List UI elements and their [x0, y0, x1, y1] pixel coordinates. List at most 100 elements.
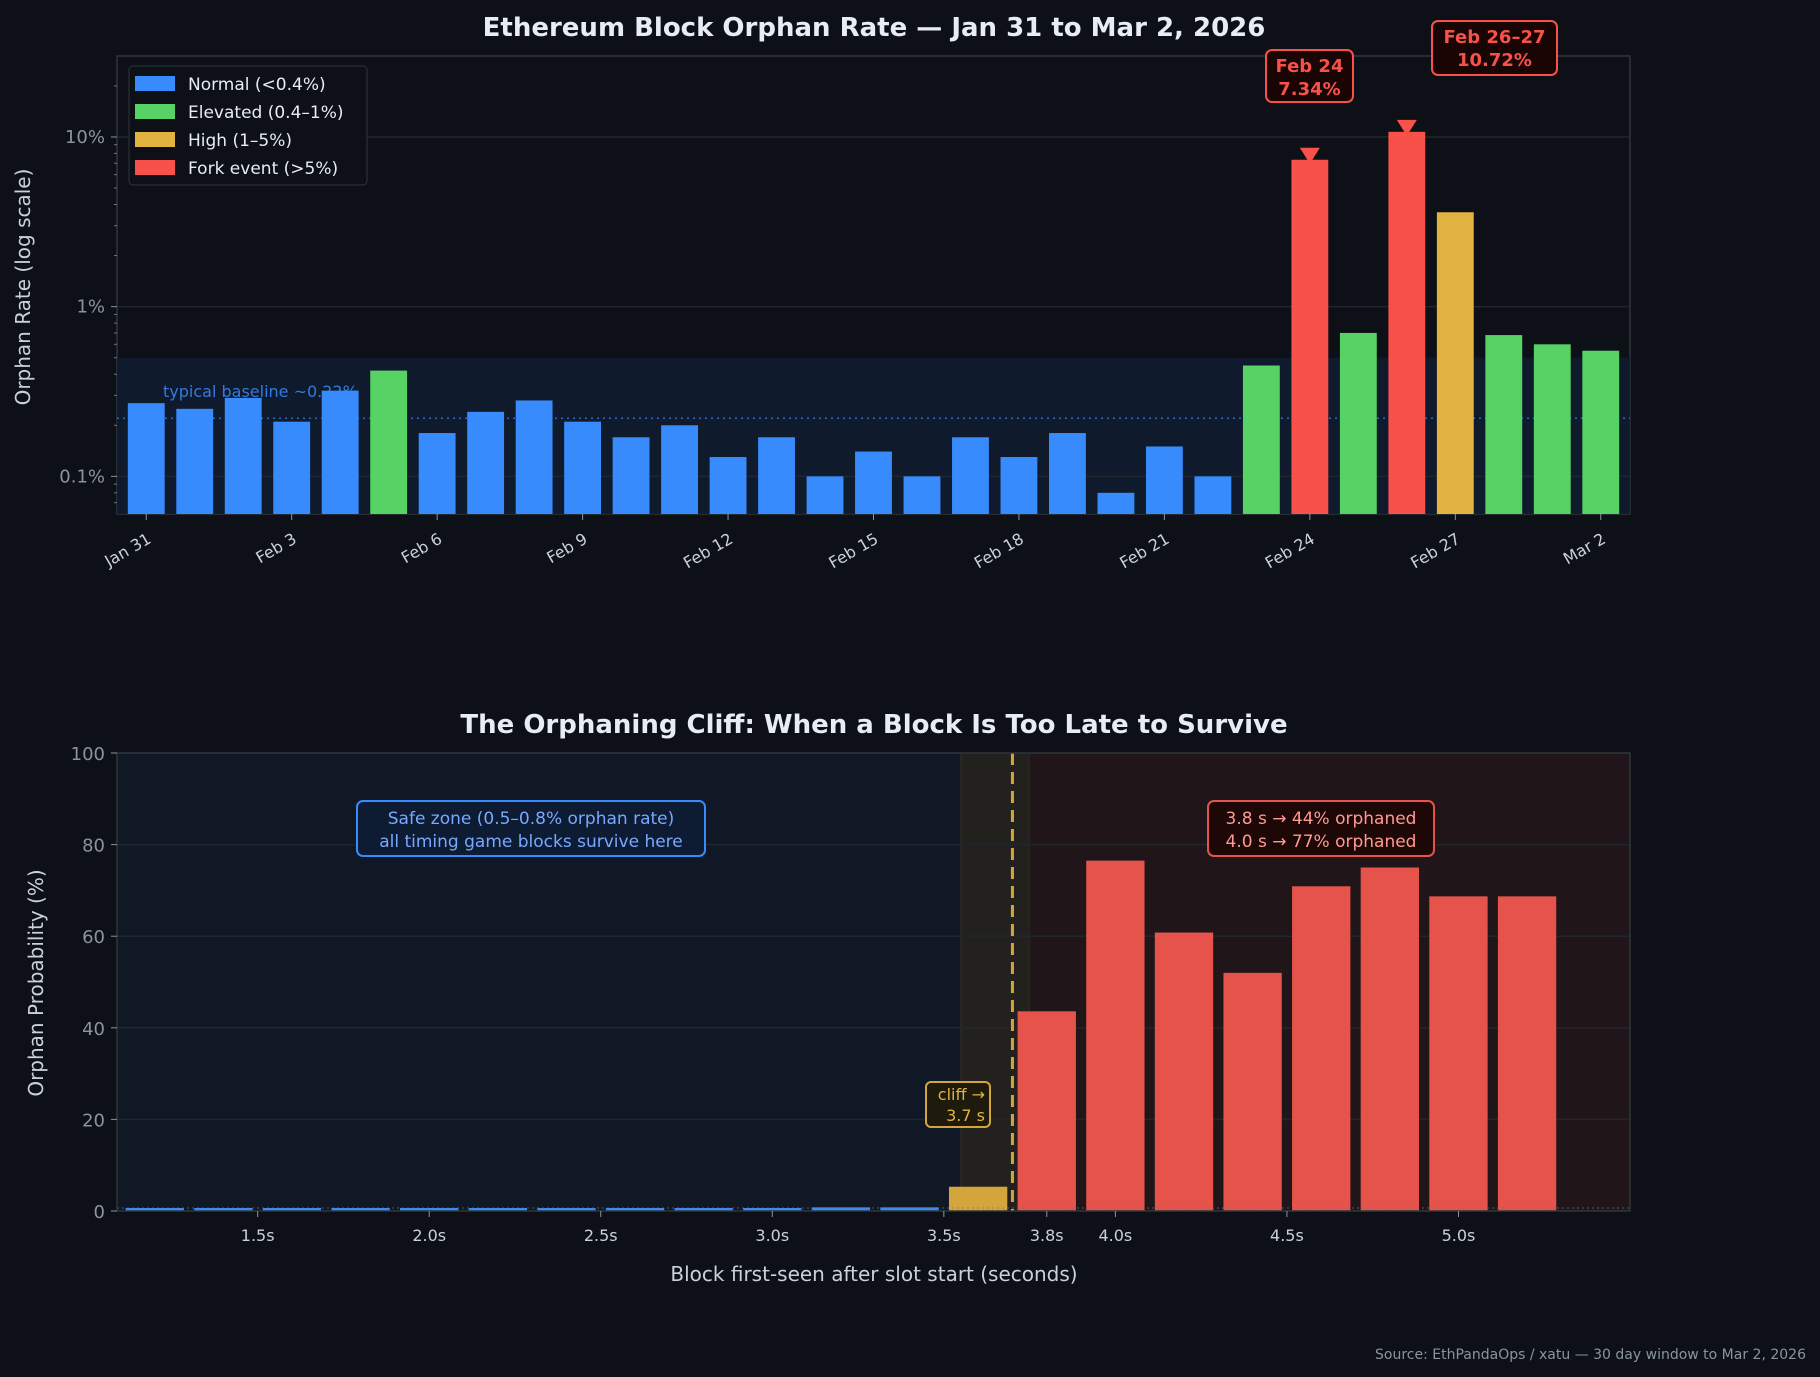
- svg-text:cliff →: cliff →: [938, 1085, 985, 1104]
- bar-feb-10: [612, 437, 650, 514]
- legend-swatch-high: [135, 132, 175, 147]
- y-axis-label: Orphan Probability (%): [24, 869, 48, 1096]
- bar-feb-9: [564, 421, 602, 514]
- bar-4.0s: [1086, 860, 1145, 1211]
- legend-label-normal: Normal (<0.4%): [188, 75, 326, 95]
- x-tick-label: 4.5s: [1270, 1226, 1304, 1245]
- bar-feb-13: [758, 437, 795, 514]
- orphaning-cliff-chart: The Orphaning Cliff: When a Block Is Too…: [24, 710, 1631, 1286]
- bar-1.6s: [262, 1208, 322, 1211]
- bar-3.4s: [880, 1207, 939, 1211]
- bar-feb-24: [1291, 159, 1329, 514]
- bar-feb-7: [467, 411, 505, 514]
- bar-4.4s: [1223, 972, 1282, 1211]
- peak-marker-icon: [1396, 119, 1417, 136]
- bar-jan-31: [127, 403, 165, 514]
- bar-3.0s: [743, 1208, 802, 1211]
- bar-1.8s: [331, 1208, 390, 1211]
- bar-feb-26: [1388, 131, 1426, 515]
- bar-feb-23: [1242, 365, 1280, 514]
- legend: Normal (<0.4%) Elevated (0.4–1%) High (1–5…: [128, 65, 368, 186]
- bar-1.2s: [125, 1208, 184, 1211]
- bar-5.2s: [1497, 896, 1557, 1211]
- bar-feb-3: [273, 421, 311, 514]
- y-tick-label: 1%: [76, 297, 105, 318]
- bar-feb-12: [709, 457, 747, 514]
- bar-5.0s: [1429, 896, 1488, 1211]
- red-zone-annotation: 3.8 s → 44% orphaned 4.0 s → 77% orphane…: [1207, 800, 1435, 857]
- legend-label-high: High (1–5%): [188, 131, 292, 151]
- bar-feb-19: [1049, 433, 1086, 514]
- svg-text:3.8 s → 44% orphaned: 3.8 s → 44% orphaned: [1226, 809, 1417, 829]
- y-tick-label: 0.1%: [59, 466, 105, 487]
- y-tick-label: 40: [82, 1019, 105, 1040]
- bar-feb-21: [1145, 446, 1183, 514]
- y-tick-label: 20: [82, 1110, 105, 1131]
- peak-marker-icon: [1299, 147, 1320, 164]
- annotation-box: [1431, 20, 1558, 76]
- source-note: Source: EthPandaOps / xatu — 30 day wind…: [1375, 1347, 1806, 1363]
- x-tick-label: 3.0s: [755, 1226, 789, 1245]
- bar-3.8s: [1017, 1011, 1076, 1211]
- bar-feb-2: [224, 397, 262, 514]
- bar-mar-1: [1533, 344, 1571, 514]
- safe-zone-annotation: Safe zone (0.5–0.8% orphan rate) all tim…: [356, 800, 706, 857]
- bar-feb-11: [661, 425, 698, 514]
- y-tick-label: 10%: [65, 127, 105, 148]
- y-tick-label: 0: [94, 1202, 105, 1223]
- bar-3.2s: [811, 1207, 871, 1211]
- bar-4.6s: [1292, 886, 1351, 1211]
- bar-feb-5: [370, 370, 408, 514]
- plot-area: [116, 752, 1631, 1212]
- legend-label-elevated: Elevated (0.4–1%): [188, 103, 344, 123]
- legend-swatch-fork: [135, 160, 175, 175]
- cliff-annotation: cliff → 3.7 s: [925, 1081, 991, 1128]
- bar-4.2s: [1154, 932, 1214, 1211]
- bar-mar-2: [1582, 350, 1620, 514]
- bar-feb-4: [321, 390, 359, 514]
- baseline-label: typical baseline ~0.22%: [163, 382, 358, 401]
- bar-2.8s: [674, 1208, 733, 1211]
- annotation-date: Feb 24: [1276, 56, 1344, 77]
- annotation-date: Feb 26–27: [1443, 27, 1545, 48]
- svg-text:Safe zone (0.5–0.8% orphan ra: Safe zone (0.5–0.8% orphan rate): [388, 809, 675, 829]
- bar-2.4s: [537, 1208, 596, 1211]
- y-tick-label: 60: [82, 927, 105, 948]
- chart-title: The Orphaning Cliff: When a Block Is Too…: [460, 710, 1287, 740]
- bar-feb-16: [903, 476, 941, 514]
- bar-feb-15: [855, 451, 892, 514]
- bar-feb-1: [176, 408, 214, 514]
- svg-text:3.7 s: 3.7 s: [946, 1106, 985, 1125]
- bar-feb-22: [1194, 476, 1232, 514]
- bar-feb-8: [515, 400, 553, 514]
- x-tick-label: 3.5s: [927, 1226, 961, 1245]
- bar-feb-20: [1097, 492, 1135, 514]
- x-tick-label: 4.0s: [1098, 1226, 1132, 1245]
- y-tick-label: 80: [82, 836, 105, 857]
- legend-swatch-normal: [135, 76, 175, 91]
- annotation-box: [1265, 49, 1354, 103]
- legend-swatch-elevated: [135, 104, 175, 119]
- bar-2.6s: [605, 1208, 665, 1211]
- bar-feb-28: [1485, 335, 1523, 514]
- svg-text:all timing game blocks survive: all timing game blocks survive here: [379, 832, 683, 852]
- chart-title: Ethereum Block Orphan Rate — Jan 31 to M…: [483, 13, 1266, 43]
- bar-feb-14: [806, 476, 844, 514]
- bar-feb-18: [1000, 457, 1038, 514]
- bar-4.8s: [1360, 867, 1420, 1211]
- x-axis-label: Block first-seen after slot start (secon…: [670, 1262, 1077, 1286]
- bar-2.2s: [468, 1208, 527, 1211]
- x-tick-label: 2.5s: [584, 1226, 618, 1245]
- x-tick-label: 1.5s: [241, 1226, 275, 1245]
- bar-feb-17: [952, 437, 989, 514]
- y-axis-label: Orphan Rate (log scale): [11, 169, 35, 406]
- y-tick-label: 100: [71, 744, 105, 765]
- bar-feb-6: [418, 433, 456, 514]
- annotation-value: 10.72%: [1457, 50, 1532, 71]
- x-tick-label: 2.0s: [412, 1226, 446, 1245]
- bar-feb-27: [1436, 212, 1474, 514]
- x-tick-label: 5.0s: [1442, 1226, 1476, 1245]
- bar-1.4s: [194, 1208, 253, 1211]
- bar-3.6s: [948, 1186, 1008, 1211]
